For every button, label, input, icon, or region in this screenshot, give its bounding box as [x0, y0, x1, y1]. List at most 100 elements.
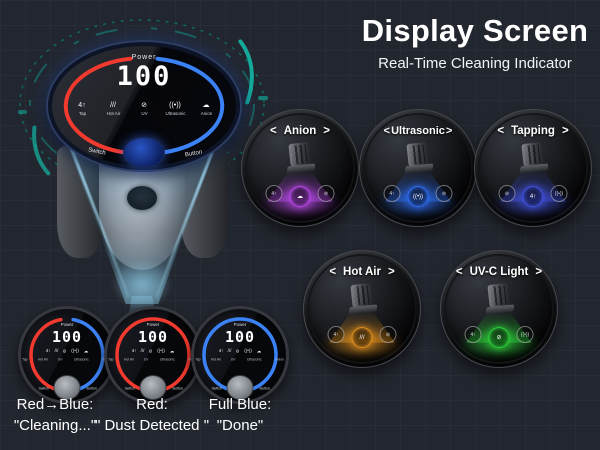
mode-icon: ⊘	[379, 326, 397, 343]
power-label: Power	[60, 322, 74, 328]
mode-icon-trio: ⊘ 4↑ ((•))	[498, 185, 568, 207]
power-ring	[63, 56, 225, 155]
legend-value: "Cleaning..."	[13, 417, 97, 434]
mode-icon: ((•))	[516, 326, 534, 343]
status-display-red: Power 100 4↑///⊘ ((•)) ☁ Tap Hot Air UV Ultra…	[104, 306, 202, 404]
mode-icon-trio: 4↑ ((•)) ⊘	[383, 185, 453, 207]
mode-card-hot-air: < Hot Air > 4↑ /// ⊘	[303, 250, 421, 368]
mode-name: Tapping	[511, 125, 555, 137]
hot-air-icon: /// Hot Air	[106, 102, 120, 117]
switch-button	[139, 375, 167, 400]
ring-red-half	[29, 317, 64, 393]
legend-title: Full Blue:	[208, 396, 272, 413]
anion-icon: ☁ Anion	[200, 102, 212, 117]
next-arrow-icon: >	[561, 125, 569, 137]
mode-icon-row: 4↑///⊘ ((•)) ☁	[45, 348, 89, 355]
next-arrow-icon: >	[323, 125, 330, 137]
power-value: 100	[224, 328, 256, 346]
prev-arrow-icon: <	[329, 266, 337, 278]
device-thumbnail	[401, 142, 434, 177]
mode-icon-active: ⊘	[488, 327, 510, 348]
next-arrow-icon: >	[445, 125, 453, 137]
mode-icon-active: ///	[351, 327, 373, 348]
status-display-red-blue: Power 100 4↑///⊘ ((•)) ☁ Tap Hot Air UV Ultra…	[18, 306, 116, 404]
legend-blue: Full Blue: "Done"	[192, 396, 288, 434]
ring-blue-half	[70, 317, 105, 393]
device-nozzle	[127, 186, 157, 210]
power-value: 100	[116, 61, 172, 92]
mode-title: < UV-C Light >	[441, 266, 557, 278]
mode-icon-trio: 4↑ ☁ ⊘	[265, 185, 335, 207]
mode-icon: 4↑	[464, 326, 482, 343]
power-label: Power	[146, 322, 160, 328]
mode-icon: ⊘	[435, 185, 453, 202]
mode-title: < Tapping >	[475, 125, 591, 137]
button-label: Button	[86, 387, 97, 391]
device-thumbnail	[345, 283, 378, 318]
prev-arrow-icon: <	[455, 266, 463, 278]
switch-button	[226, 375, 254, 400]
mode-icon-trio: 4↑ /// ⊘	[327, 326, 397, 348]
uv-icon: ⊘ UV	[140, 102, 148, 117]
mode-icon: ⊘	[498, 185, 516, 202]
prev-arrow-icon: <	[383, 125, 391, 137]
mode-card-tapping: < Tapping > ⊘ 4↑ ((•))	[474, 109, 592, 227]
mode-icon-row: 4↑///⊘ ((•)) ☁	[131, 348, 175, 355]
mode-title: < Anion >	[242, 125, 358, 137]
legend-red: Red: " Dust Detected "	[94, 396, 210, 434]
tap-icon: 4↑ Tap	[78, 102, 86, 117]
mode-icon-active: ☁	[289, 186, 311, 207]
mode-icon: ((•))	[550, 185, 568, 202]
device-thumbnail	[283, 142, 316, 177]
device-thumbnail	[516, 142, 549, 177]
mode-icon: 4↑	[383, 185, 401, 202]
mode-icon: 4↑	[265, 185, 283, 202]
power-label: Power	[131, 54, 157, 61]
mode-icon: 4↑	[327, 326, 345, 343]
next-arrow-icon: >	[535, 266, 543, 278]
mode-name: Ultrasonic	[391, 125, 445, 137]
mode-icon-active: ((•))	[407, 186, 429, 207]
ultrasonic-icon: ((•)) Ultrasonic	[164, 102, 185, 117]
mode-card-anion: < Anion > 4↑ ☁ ⊘	[241, 109, 359, 227]
power-ring-red	[63, 56, 133, 155]
main-display: Power 100 4↑ Tap /// Hot Air ⊘ UV ((•)) …	[46, 40, 242, 172]
mode-icon-active: 4↑	[522, 186, 544, 207]
power-value: 100	[51, 328, 83, 346]
nozzle-glow	[110, 258, 174, 310]
switch-button	[53, 375, 81, 400]
header: Display Screen Real-Time Cleaning Indica…	[352, 13, 598, 72]
power-value: 100	[137, 328, 169, 346]
switch-label: Switch	[211, 387, 223, 391]
mode-title: < Ultrasonic >	[360, 125, 476, 137]
prev-arrow-icon: <	[497, 125, 505, 137]
page-title: Display Screen	[361, 13, 589, 48]
mode-title: < Hot Air >	[304, 266, 420, 278]
device-thumbnail	[482, 283, 515, 318]
button-label: Button	[259, 387, 270, 391]
switch-label: Switch	[38, 387, 50, 391]
legend-value: "Done"	[216, 417, 264, 434]
mode-name: UV-C Light	[469, 266, 529, 278]
button-label: Button	[172, 387, 183, 391]
power-label: Power	[233, 322, 247, 328]
switch-button	[123, 137, 165, 168]
switch-label: Switch	[124, 387, 136, 391]
power-ring-blue	[155, 56, 225, 155]
prev-arrow-icon: <	[269, 125, 277, 137]
status-display-blue: Power 100 4↑///⊘ ((•)) ☁ Tap Hot Air UV Ultra…	[191, 306, 289, 404]
legend-value: " Dust Detected "	[94, 417, 210, 434]
next-arrow-icon: >	[387, 266, 395, 278]
mode-icon-row: 4↑///⊘ ((•)) ☁	[218, 348, 262, 355]
mode-name: Anion	[283, 125, 317, 137]
legend-title: Red→Blue:	[16, 396, 94, 413]
status-ring	[29, 317, 105, 393]
mode-card-ultrasonic: < Ultrasonic > 4↑ ((•)) ⊘	[359, 109, 477, 227]
mode-icon-trio: 4↑ ⊘ ((•))	[464, 326, 534, 348]
legend-title: Red:	[136, 396, 168, 413]
mode-card-uv-c-light: < UV-C Light > 4↑ ⊘ ((•))	[440, 250, 558, 368]
legend-red-blue: Red→Blue: "Cleaning..."	[0, 396, 114, 434]
